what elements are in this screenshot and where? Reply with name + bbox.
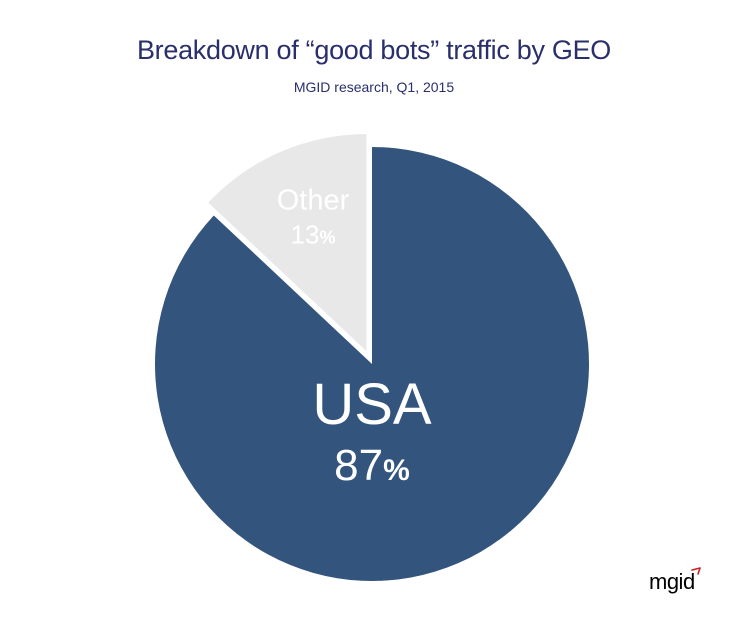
chart-title: Breakdown of “good bots” traffic by GEO [136, 35, 612, 65]
pie-slices [154, 134, 589, 581]
pie-slice-other [208, 134, 367, 352]
logo-accent-mark [691, 567, 701, 575]
logo-text: mgid [649, 569, 695, 594]
slice-value-other: 13% [291, 220, 336, 250]
slice-value-usa: 87% [334, 441, 410, 490]
pie-slice-usa [154, 147, 589, 581]
slice-label-other: Other [277, 185, 350, 217]
chart-subtitle: MGID research, Q1, 2015 [293, 79, 455, 95]
mgid-logo: mgid [649, 567, 701, 594]
slice-label-usa: USA [312, 372, 432, 437]
